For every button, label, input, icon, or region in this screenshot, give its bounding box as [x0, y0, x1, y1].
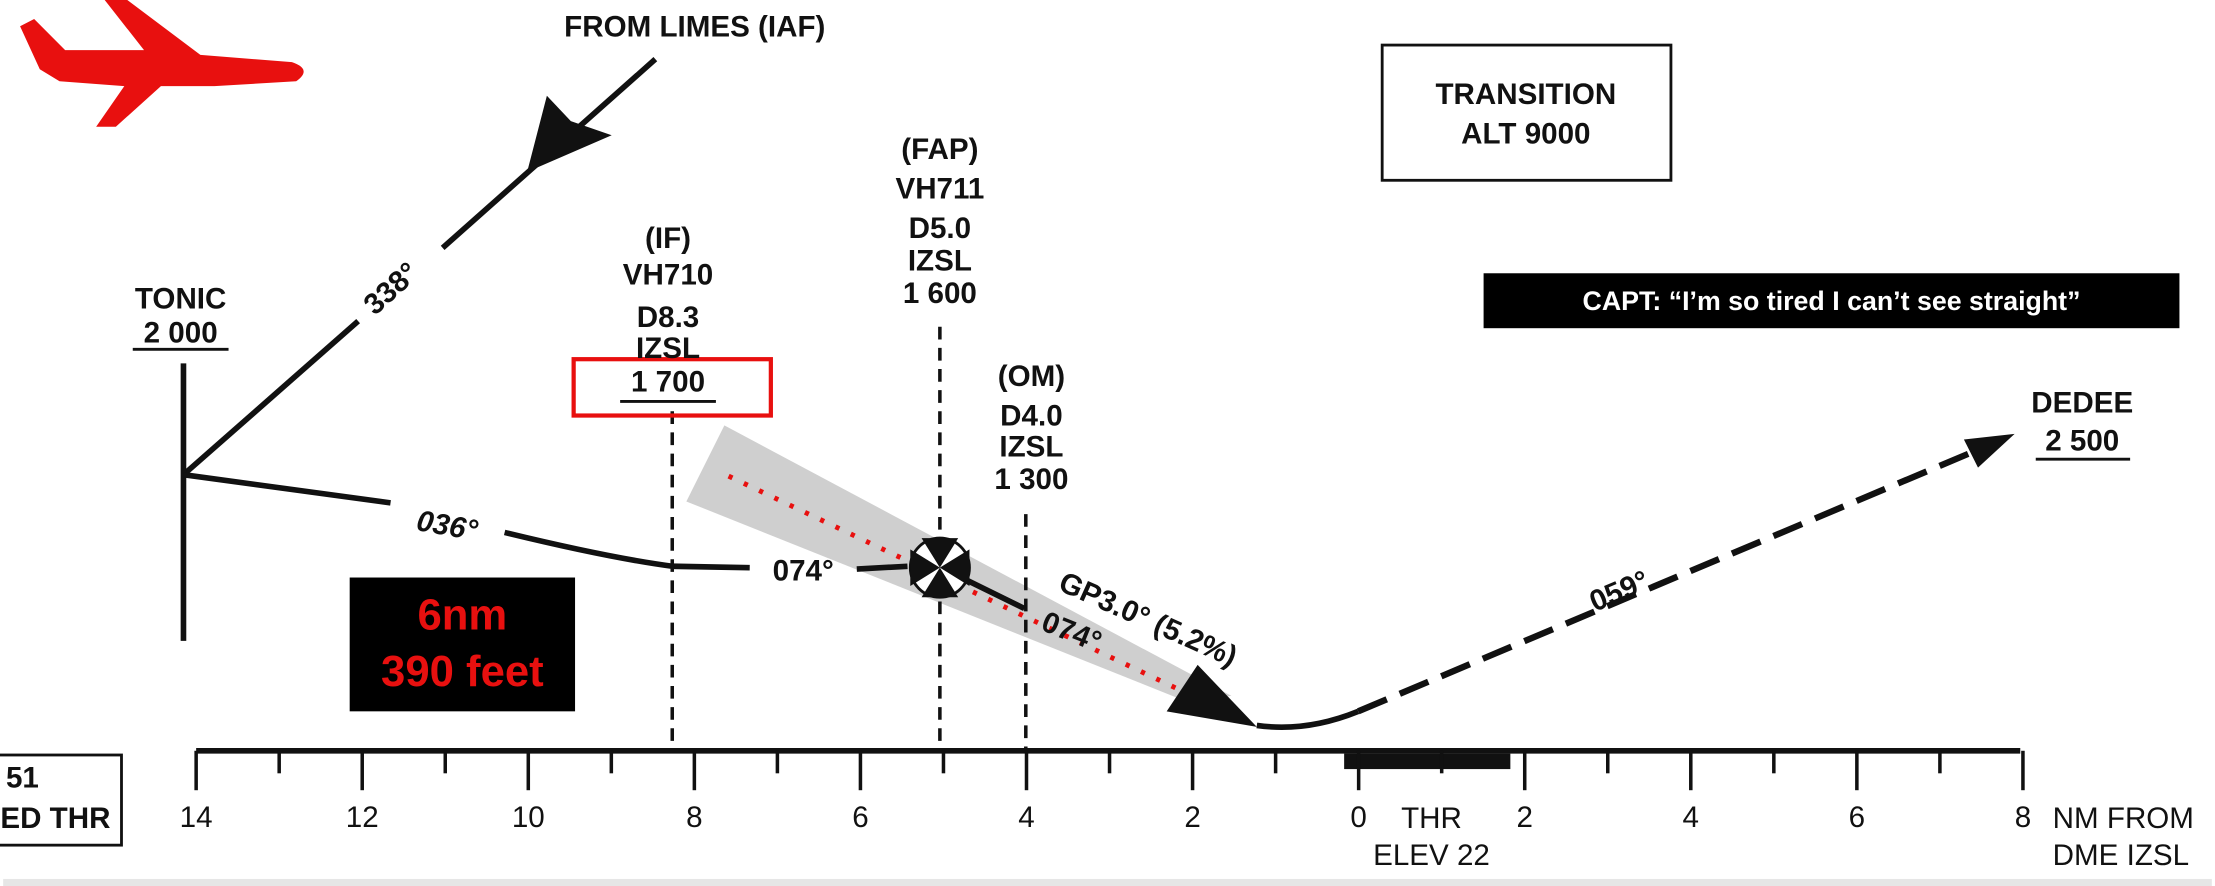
fix-dme: D5.0 [909, 212, 971, 245]
limes-label: FROM LIMES (IAF) [564, 11, 825, 44]
fix-id: VH711 [895, 173, 984, 206]
scale-ticks: 14 12 10 8 6 4 2 0 2 4 6 8 [180, 750, 2031, 834]
bottom-strip [3, 878, 2212, 886]
fix-role: (OM) [998, 360, 1065, 393]
scale-label: 2 [1516, 801, 1532, 834]
scale-label: 12 [346, 801, 379, 834]
inbound-track [181, 319, 360, 477]
arrowhead [1963, 433, 2015, 468]
track-label: 059° [1585, 564, 1654, 618]
left-box-text: 51 [6, 761, 39, 794]
fix-id: VH710 [623, 259, 713, 292]
scale-label: 2 [1184, 801, 1200, 834]
fix-name: TONIC [135, 282, 226, 315]
fix-role: (FAP) [901, 133, 978, 166]
missed-track [1356, 445, 1984, 715]
transition-box [1380, 43, 1673, 182]
scale-label: 4 [1018, 801, 1034, 834]
callout-box [349, 577, 576, 712]
fix-alt: 1 700 [631, 366, 705, 399]
track-label: 338° [357, 256, 425, 321]
arrowhead [1166, 664, 1257, 727]
airplane-icon [20, 0, 304, 127]
fix-name: DEDEE [2031, 387, 2133, 420]
faf-symbol [908, 536, 971, 599]
transition-text: TRANSITION [1435, 78, 1616, 111]
transition-text: ALT 9000 [1461, 118, 1590, 151]
fix-ref: IZSL [636, 332, 700, 365]
tonic-leg [503, 529, 750, 571]
tonic-leg [856, 563, 908, 572]
fix-role: (IF) [645, 222, 691, 255]
caption-text: CAPT: “I’m so tired I can’t see straight… [1583, 286, 2081, 316]
callout-text: 6nm [417, 591, 507, 640]
left-box-text: ED THR [0, 802, 110, 835]
unit-label: NM FROM [2053, 802, 2194, 835]
unit-label: DME IZSL [2053, 839, 2189, 872]
caption-box [1483, 273, 2180, 329]
fix-ref: IZSL [999, 430, 1063, 463]
arrowhead [527, 95, 612, 172]
track-label: 036° [414, 504, 480, 547]
missed-track [1256, 708, 1360, 730]
track-label: 074° [773, 554, 834, 587]
scale-label: 4 [1683, 801, 1699, 834]
scale-label: 8 [2015, 801, 2031, 834]
threshold-label: ELEV 22 [1373, 839, 1490, 872]
highlight-box [571, 357, 773, 418]
scale-label: 0 [1350, 801, 1366, 834]
threshold-label: THR [1401, 802, 1462, 835]
fix-dme: D8.3 [637, 301, 699, 334]
scale-label: 6 [852, 801, 868, 834]
runway-bar [1344, 753, 1511, 770]
scale-label: 6 [1849, 801, 1865, 834]
fix-alt: 1 300 [994, 463, 1068, 496]
scale-label: 14 [180, 801, 213, 834]
scale-label: 8 [686, 801, 702, 834]
fix-alt: 1 600 [903, 277, 977, 310]
fix-alt: 2 000 [144, 316, 218, 349]
scale-label: 10 [512, 801, 545, 834]
callout-text: 390 feet [381, 647, 544, 696]
fix-dme: D4.0 [1000, 399, 1062, 432]
fix-ref: IZSL [908, 244, 972, 277]
tonic-leg [183, 471, 391, 506]
fix-alt: 2 500 [2045, 425, 2119, 458]
left-box [0, 753, 123, 847]
